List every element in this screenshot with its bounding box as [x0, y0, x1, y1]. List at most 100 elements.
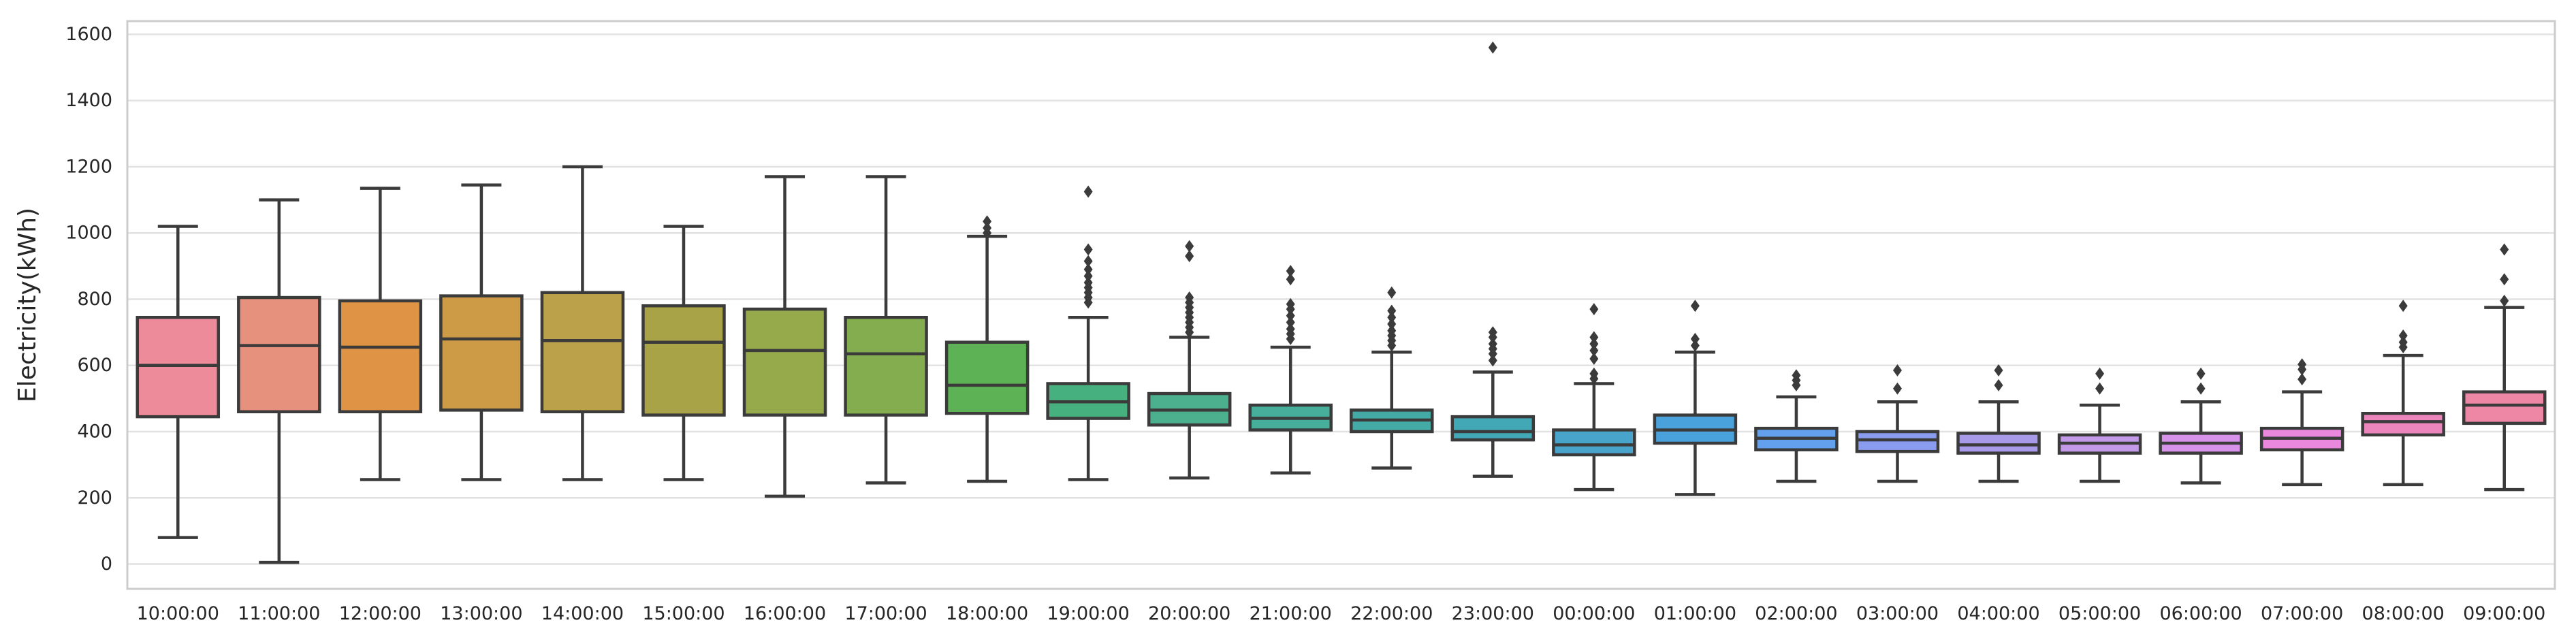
iqr-box: [1956, 432, 2041, 455]
x-tick-label: 23:00:00: [1452, 603, 1534, 624]
outlier-flier: [1286, 297, 1295, 310]
x-tick-label: 17:00:00: [844, 603, 927, 624]
x-tick-label: 22:00:00: [1350, 603, 1433, 624]
outlier-flier: [2095, 382, 2105, 395]
outlier-flier: [1286, 273, 1295, 286]
outlier-flier: [2196, 367, 2206, 380]
outlier-flier: [2196, 382, 2206, 395]
iqr-box: [136, 315, 221, 419]
outlier-flier: [983, 221, 992, 234]
iqr-box: [1855, 430, 1940, 453]
y-tick-label: 400: [77, 421, 112, 442]
y-tick-label: 1400: [65, 90, 112, 111]
outlier-flier: [2398, 336, 2408, 349]
x-tick-label: 07:00:00: [2261, 603, 2343, 624]
x-tick-label: 06:00:00: [2159, 603, 2242, 624]
box-group-22:00:00: [1350, 286, 1434, 470]
outlier-flier: [1488, 326, 1497, 339]
y-tick-label: 1200: [65, 156, 112, 177]
grid-layer: [126, 20, 2556, 590]
outlier-flier: [1892, 382, 1902, 395]
box-group-21:00:00: [1248, 265, 1333, 475]
box-layer: [136, 41, 2547, 564]
box-group-14:00:00: [540, 165, 625, 481]
iqr-box: [944, 340, 1030, 415]
box-group-05:00:00: [2057, 367, 2142, 483]
x-tick-label: 12:00:00: [339, 603, 422, 624]
box-group-12:00:00: [338, 187, 423, 481]
outlier-flier: [1690, 339, 1700, 352]
box-group-11:00:00: [237, 198, 321, 564]
y-tick-label: 0: [101, 553, 112, 575]
box-group-00:00:00: [1552, 303, 1636, 492]
outlier-flier: [2095, 367, 2105, 380]
outlier-flier: [1083, 243, 1093, 256]
x-tick-label: 15:00:00: [642, 603, 725, 624]
box-group-10:00:00: [136, 225, 221, 539]
outlier-flier: [1286, 309, 1295, 322]
outlier-flier: [1488, 338, 1497, 351]
y-axis-label: Electricity(kWh): [14, 208, 42, 402]
outlier-flier: [1286, 316, 1295, 329]
iqr-box: [844, 315, 928, 417]
y-tick-label: 200: [77, 487, 112, 509]
outlier-flier: [1286, 323, 1295, 336]
box-group-07:00:00: [2259, 358, 2344, 487]
box-group-17:00:00: [844, 175, 928, 485]
outlier-flier: [2297, 358, 2307, 371]
outlier-flier: [1083, 270, 1093, 283]
outlier-flier: [1387, 304, 1397, 317]
box-group-03:00:00: [1855, 364, 1940, 483]
y-tick-label: 1000: [65, 223, 112, 244]
x-tick-label: 09:00:00: [2463, 603, 2545, 624]
box-group-06:00:00: [2159, 367, 2243, 485]
outlier-flier: [1083, 255, 1093, 268]
outlier-flier: [1994, 379, 2003, 391]
box-group-15:00:00: [641, 225, 726, 481]
box-group-20:00:00: [1147, 240, 1232, 480]
outlier-flier: [1387, 317, 1397, 330]
outlier-flier: [1488, 41, 1497, 54]
outlier-flier: [1387, 286, 1397, 299]
iqr-box: [540, 291, 625, 414]
box-group-16:00:00: [742, 175, 827, 498]
outlier-flier: [2398, 300, 2408, 312]
box-group-23:00:00: [1450, 41, 1536, 478]
x-tick-label: 18:00:00: [946, 603, 1028, 624]
box-group-01:00:00: [1653, 300, 1738, 496]
outlier-flier: [2500, 243, 2509, 256]
x-tick-label: 14:00:00: [541, 603, 624, 624]
outlier-flier: [1589, 338, 1599, 351]
x-tick-label: 11:00:00: [238, 603, 320, 624]
y-tick-label: 1600: [65, 24, 112, 45]
outlier-flier: [1589, 331, 1599, 344]
outlier-flier: [1994, 364, 2003, 377]
box-group-09:00:00: [2462, 243, 2547, 492]
x-tick-label: 13:00:00: [440, 603, 522, 624]
box-group-18:00:00: [944, 215, 1030, 483]
plot-border: [126, 20, 2556, 590]
x-tick-label: 08:00:00: [2362, 603, 2445, 624]
outlier-flier: [983, 215, 992, 228]
outlier-flier: [1589, 303, 1599, 316]
outlier-flier: [1185, 291, 1194, 304]
outlier-flier: [1387, 311, 1397, 324]
iqr-box: [641, 304, 726, 417]
outlier-flier: [2500, 294, 2509, 307]
outlier-flier: [2297, 373, 2307, 386]
x-tick-label: 01:00:00: [1654, 603, 1736, 624]
outlier-flier: [1792, 369, 1801, 382]
outlier-flier: [1083, 185, 1093, 198]
outlier-flier: [1892, 364, 1902, 377]
iqr-box: [742, 307, 827, 417]
box-group-02:00:00: [1754, 369, 1839, 483]
iqr-box: [2361, 412, 2445, 437]
outlier-flier: [1589, 367, 1599, 380]
x-tick-label: 02:00:00: [1755, 603, 1837, 624]
outlier-flier: [1083, 263, 1093, 276]
x-tick-label: 05:00:00: [2058, 603, 2141, 624]
outlier-flier: [2500, 273, 2509, 286]
outlier-flier: [1185, 240, 1194, 253]
